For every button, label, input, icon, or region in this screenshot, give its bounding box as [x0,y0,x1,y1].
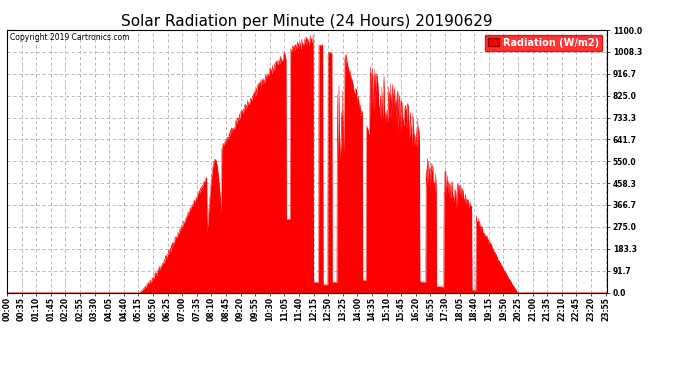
Text: Copyright 2019 Cartronics.com: Copyright 2019 Cartronics.com [10,33,130,42]
Title: Solar Radiation per Minute (24 Hours) 20190629: Solar Radiation per Minute (24 Hours) 20… [121,14,493,29]
Legend: Radiation (W/m2): Radiation (W/m2) [485,35,602,51]
